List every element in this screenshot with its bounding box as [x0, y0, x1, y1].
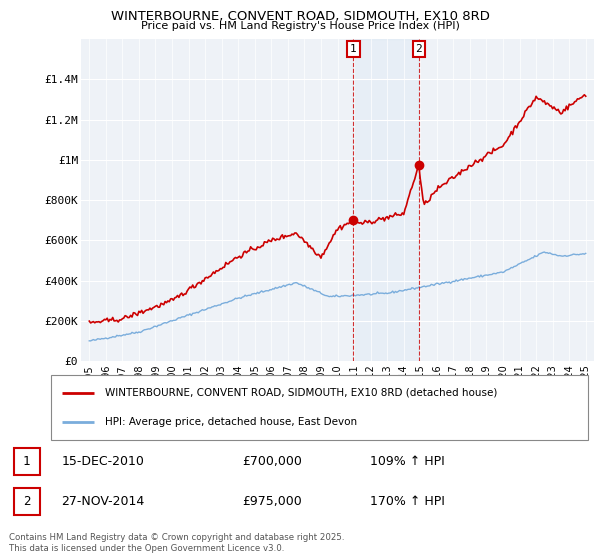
Text: 2: 2 [415, 44, 422, 54]
Text: 27-NOV-2014: 27-NOV-2014 [61, 495, 145, 508]
Text: 1: 1 [350, 44, 357, 54]
Text: Contains HM Land Registry data © Crown copyright and database right 2025.
This d: Contains HM Land Registry data © Crown c… [9, 533, 344, 553]
Text: £700,000: £700,000 [242, 455, 302, 468]
Text: HPI: Average price, detached house, East Devon: HPI: Average price, detached house, East… [105, 417, 357, 427]
Bar [14, 447, 40, 475]
Text: 170% ↑ HPI: 170% ↑ HPI [370, 495, 445, 508]
Bar [353, 39, 419, 361]
Text: 109% ↑ HPI: 109% ↑ HPI [370, 455, 445, 468]
Text: Price paid vs. HM Land Registry's House Price Index (HPI): Price paid vs. HM Land Registry's House … [140, 21, 460, 31]
Text: WINTERBOURNE, CONVENT ROAD, SIDMOUTH, EX10 8RD: WINTERBOURNE, CONVENT ROAD, SIDMOUTH, EX… [110, 10, 490, 23]
Bar [14, 488, 40, 515]
Text: 2: 2 [23, 495, 31, 508]
Text: 15-DEC-2010: 15-DEC-2010 [61, 455, 144, 468]
Text: 1: 1 [23, 455, 31, 468]
Text: WINTERBOURNE, CONVENT ROAD, SIDMOUTH, EX10 8RD (detached house): WINTERBOURNE, CONVENT ROAD, SIDMOUTH, EX… [105, 388, 497, 398]
Text: £975,000: £975,000 [242, 495, 302, 508]
